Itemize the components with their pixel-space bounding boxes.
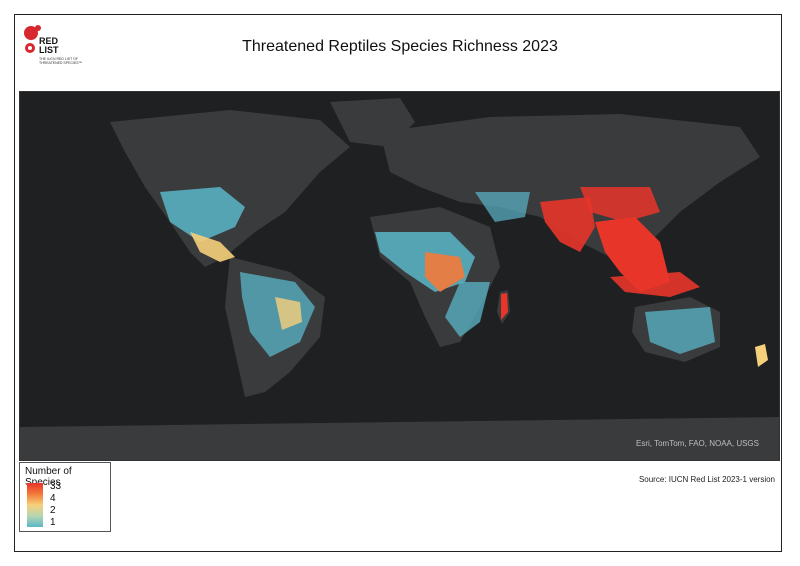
world-map-canvas (20, 98, 779, 460)
land-antarctica (20, 417, 779, 460)
hotspot-central-america (190, 232, 235, 262)
logo-subtitle: THE IUCN RED LIST OF THREATENED SPECIES™ (39, 57, 83, 65)
legend-label-max: 33 (50, 481, 62, 492)
legend-label-4: 4 (50, 493, 56, 504)
hotspot-madagascar (501, 293, 508, 320)
hotspot-africa-central (425, 252, 465, 292)
source-note: Source: IUCN Red List 2023-1 version (638, 475, 775, 484)
land-north-america (110, 110, 350, 267)
logo-text: RED LIST (39, 36, 59, 55)
map-title: Threatened Reptiles Species Richness 202… (242, 38, 558, 55)
hotspot-north-america (160, 187, 245, 242)
map-credit: Esri, TomTom, FAO, NOAA, USGS (636, 439, 759, 448)
hotspot-china (580, 187, 660, 222)
hotspot-india (540, 197, 595, 252)
legend-title: Number of Species (25, 466, 72, 488)
legend-color-ramp (27, 483, 43, 527)
logo-mark-icon (24, 25, 41, 53)
map-frame (14, 14, 782, 552)
hotspot-brazil (275, 297, 302, 330)
legend-label-1: 1 (50, 517, 56, 528)
land-europe-asia (380, 114, 760, 257)
hotspot-southeast-asia (595, 217, 670, 292)
legend-label-2: 2 (50, 505, 56, 516)
hotspot-new-zealand (755, 344, 768, 367)
hotspot-indonesia (610, 272, 700, 297)
richness-overlay (160, 187, 768, 367)
world-map[interactable]: Esri, TomTom, FAO, NOAA, USGS (19, 91, 780, 461)
hotspot-australia (645, 307, 715, 354)
hotspot-south-america (240, 272, 315, 357)
legend: Number of Species 33 4 2 1 (19, 462, 111, 532)
iucn-red-list-logo: RED LIST THE IUCN RED LIST OF THREATENED… (22, 24, 102, 84)
hotspot-africa-east (445, 282, 490, 337)
hotspot-middle-east (475, 192, 530, 222)
